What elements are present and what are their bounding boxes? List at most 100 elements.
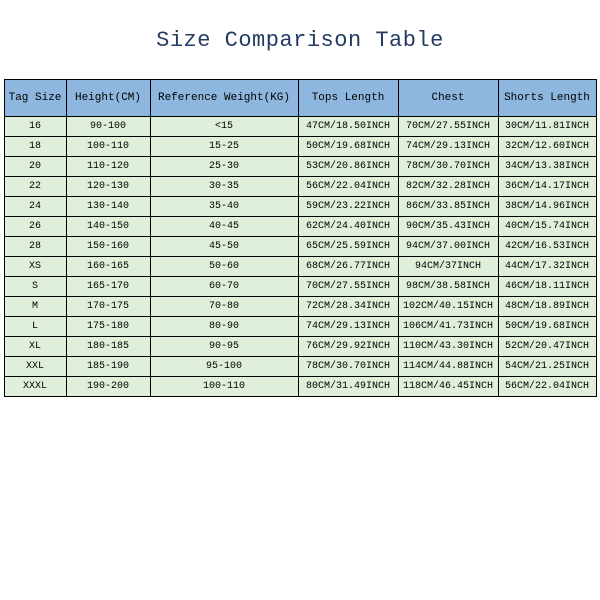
table-cell: 180-185 (66, 337, 150, 357)
table-cell: 30CM/11.81INCH (498, 117, 596, 137)
table-cell: 70CM/27.55INCH (398, 117, 498, 137)
table-cell: 42CM/16.53INCH (498, 237, 596, 257)
table-cell: 54CM/21.25INCH (498, 357, 596, 377)
size-table-page: Size Comparison Table Tag Size Height(CM… (0, 0, 600, 600)
table-cell: 65CM/25.59INCH (298, 237, 398, 257)
col-height: Height(CM) (66, 80, 150, 117)
table-row: 22120-13030-3556CM/22.04INCH82CM/32.28IN… (4, 177, 596, 197)
table-cell: 106CM/41.73INCH (398, 317, 498, 337)
table-cell: 94CM/37.00INCH (398, 237, 498, 257)
table-cell: 165-170 (66, 277, 150, 297)
table-cell: 46CM/18.11INCH (498, 277, 596, 297)
table-row: S165-17060-7070CM/27.55INCH98CM/38.58INC… (4, 277, 596, 297)
col-reference-weight: Reference Weight(KG) (150, 80, 298, 117)
table-cell: 28 (4, 237, 66, 257)
table-cell: 170-175 (66, 297, 150, 317)
table-cell: 35-40 (150, 197, 298, 217)
table-row: XXXL190-200100-11080CM/31.49INCH118CM/46… (4, 377, 596, 397)
table-cell: XL (4, 337, 66, 357)
table-cell: 78CM/30.70INCH (298, 357, 398, 377)
table-cell: 74CM/29.13INCH (298, 317, 398, 337)
table-cell: 18 (4, 137, 66, 157)
table-body: 1690-100<1547CM/18.50INCH70CM/27.55INCH3… (4, 117, 596, 397)
table-cell: 150-160 (66, 237, 150, 257)
table-header-row: Tag Size Height(CM) Reference Weight(KG)… (4, 80, 596, 117)
table-cell: 160-165 (66, 257, 150, 277)
table-cell: 45-50 (150, 237, 298, 257)
table-cell: 40CM/15.74INCH (498, 217, 596, 237)
table-cell: 90-100 (66, 117, 150, 137)
table-row: 1690-100<1547CM/18.50INCH70CM/27.55INCH3… (4, 117, 596, 137)
table-cell: 15-25 (150, 137, 298, 157)
table-cell: 100-110 (150, 377, 298, 397)
table-cell: 118CM/46.45INCH (398, 377, 498, 397)
table-row: 24130-14035-4059CM/23.22INCH86CM/33.85IN… (4, 197, 596, 217)
table-row: 26140-15040-4562CM/24.40INCH90CM/35.43IN… (4, 217, 596, 237)
table-row: L175-18080-9074CM/29.13INCH106CM/41.73IN… (4, 317, 596, 337)
table-cell: 60-70 (150, 277, 298, 297)
table-cell: 130-140 (66, 197, 150, 217)
table-cell: 47CM/18.50INCH (298, 117, 398, 137)
table-cell: 26 (4, 217, 66, 237)
table-cell: 22 (4, 177, 66, 197)
table-cell: 140-150 (66, 217, 150, 237)
table-cell: 80CM/31.49INCH (298, 377, 398, 397)
table-cell: <15 (150, 117, 298, 137)
table-cell: 62CM/24.40INCH (298, 217, 398, 237)
col-tops-length: Tops Length (298, 80, 398, 117)
table-cell: 68CM/26.77INCH (298, 257, 398, 277)
table-cell: S (4, 277, 66, 297)
table-cell: 120-130 (66, 177, 150, 197)
table-cell: 40-45 (150, 217, 298, 237)
col-shorts-length: Shorts Length (498, 80, 596, 117)
table-row: 20110-12025-3053CM/20.86INCH78CM/30.70IN… (4, 157, 596, 177)
table-cell: 59CM/23.22INCH (298, 197, 398, 217)
table-cell: 110CM/43.30INCH (398, 337, 498, 357)
size-comparison-table: Tag Size Height(CM) Reference Weight(KG)… (4, 79, 597, 397)
table-cell: 32CM/12.60INCH (498, 137, 596, 157)
table-cell: 94CM/37INCH (398, 257, 498, 277)
table-cell: 90CM/35.43INCH (398, 217, 498, 237)
col-tag-size: Tag Size (4, 80, 66, 117)
table-cell: 25-30 (150, 157, 298, 177)
table-cell: L (4, 317, 66, 337)
table-cell: XXXL (4, 377, 66, 397)
page-title: Size Comparison Table (0, 28, 600, 53)
table-cell: 70-80 (150, 297, 298, 317)
table-cell: 53CM/20.86INCH (298, 157, 398, 177)
table-cell: 95-100 (150, 357, 298, 377)
table-cell: 102CM/40.15INCH (398, 297, 498, 317)
table-row: XS160-16550-6068CM/26.77INCH94CM/37INCH4… (4, 257, 596, 277)
table-cell: XXL (4, 357, 66, 377)
table-cell: 52CM/20.47INCH (498, 337, 596, 357)
table-row: XL180-18590-9576CM/29.92INCH110CM/43.30I… (4, 337, 596, 357)
table-cell: 175-180 (66, 317, 150, 337)
table-cell: 86CM/33.85INCH (398, 197, 498, 217)
table-cell: 78CM/30.70INCH (398, 157, 498, 177)
table-cell: 48CM/18.89INCH (498, 297, 596, 317)
table-cell: 185-190 (66, 357, 150, 377)
table-row: M170-17570-8072CM/28.34INCH102CM/40.15IN… (4, 297, 596, 317)
table-cell: 34CM/13.38INCH (498, 157, 596, 177)
table-cell: 50CM/19.68INCH (498, 317, 596, 337)
table-cell: 110-120 (66, 157, 150, 177)
table-cell: 38CM/14.96INCH (498, 197, 596, 217)
table-cell: 114CM/44.88INCH (398, 357, 498, 377)
table-cell: 98CM/38.58INCH (398, 277, 498, 297)
table-cell: 16 (4, 117, 66, 137)
table-cell: 76CM/29.92INCH (298, 337, 398, 357)
table-cell: 56CM/22.04INCH (498, 377, 596, 397)
table-cell: 20 (4, 157, 66, 177)
table-cell: 190-200 (66, 377, 150, 397)
col-chest: Chest (398, 80, 498, 117)
table-cell: 70CM/27.55INCH (298, 277, 398, 297)
table-cell: 82CM/32.28INCH (398, 177, 498, 197)
table-header: Tag Size Height(CM) Reference Weight(KG)… (4, 80, 596, 117)
table-cell: 24 (4, 197, 66, 217)
table-cell: 30-35 (150, 177, 298, 197)
table-cell: 90-95 (150, 337, 298, 357)
table-cell: 50-60 (150, 257, 298, 277)
table-cell: 80-90 (150, 317, 298, 337)
table-cell: 72CM/28.34INCH (298, 297, 398, 317)
table-cell: M (4, 297, 66, 317)
